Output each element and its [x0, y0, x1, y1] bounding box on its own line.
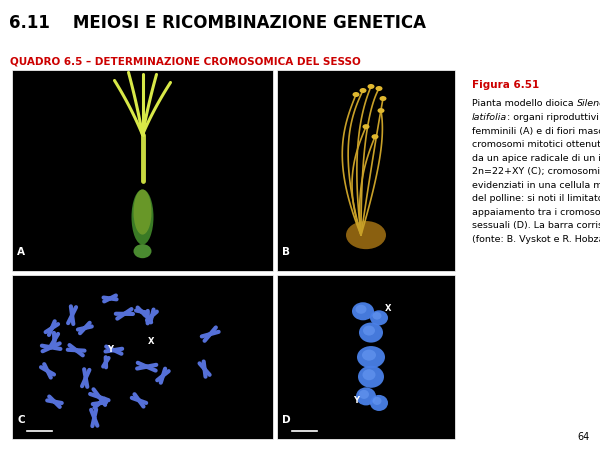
Ellipse shape — [370, 310, 388, 325]
Bar — [277, 70, 455, 271]
Text: da un apice radicale di un individuo: da un apice radicale di un individuo — [472, 153, 600, 162]
Text: Y: Y — [353, 396, 359, 405]
Ellipse shape — [363, 325, 375, 336]
Bar — [277, 275, 455, 439]
Text: 2n=22+XY (C); cromosomi meiotici: 2n=22+XY (C); cromosomi meiotici — [472, 167, 600, 176]
Text: Figura 6.51: Figura 6.51 — [472, 81, 539, 90]
Ellipse shape — [358, 366, 384, 388]
Text: QUADRO 6.5 – DETERMINAZIONE CROMOSOMICA DEL SESSO: QUADRO 6.5 – DETERMINAZIONE CROMOSOMICA … — [10, 56, 361, 66]
Text: 64: 64 — [578, 432, 590, 442]
Text: latifolia: latifolia — [472, 113, 507, 122]
Ellipse shape — [355, 305, 367, 314]
Ellipse shape — [362, 350, 376, 360]
Ellipse shape — [346, 221, 386, 249]
Ellipse shape — [352, 302, 374, 320]
Ellipse shape — [353, 92, 359, 97]
Ellipse shape — [373, 397, 382, 405]
Text: (fonte: B. Vyskot e R. Hobza, 2004).: (fonte: B. Vyskot e R. Hobza, 2004). — [472, 235, 600, 244]
Text: A: A — [17, 247, 25, 257]
Text: evidenziati in una cellula madre: evidenziati in una cellula madre — [472, 181, 600, 190]
Ellipse shape — [133, 189, 151, 234]
Text: Y: Y — [107, 345, 113, 354]
Text: cromosomi mitotici ottenuti: cromosomi mitotici ottenuti — [472, 140, 600, 149]
Ellipse shape — [131, 189, 154, 245]
Ellipse shape — [357, 346, 385, 368]
Text: femminili (A) e di fiori maschili (B);: femminili (A) e di fiori maschili (B); — [472, 126, 600, 135]
Text: del polline: si noti il limitato: del polline: si noti il limitato — [472, 194, 600, 203]
Ellipse shape — [359, 88, 367, 93]
Text: X: X — [148, 337, 154, 346]
Text: : organi riproduttivi di fiori: : organi riproduttivi di fiori — [507, 113, 600, 122]
Bar — [12, 70, 273, 271]
Ellipse shape — [376, 86, 383, 91]
Text: Pianta modello dioica: Pianta modello dioica — [472, 99, 577, 108]
Ellipse shape — [370, 395, 388, 411]
Ellipse shape — [359, 323, 383, 342]
Ellipse shape — [371, 134, 379, 139]
Text: sessuali (D). La barra corrisponde a 10 μm: sessuali (D). La barra corrisponde a 10 … — [472, 221, 600, 230]
Ellipse shape — [359, 390, 369, 399]
Ellipse shape — [362, 124, 370, 129]
Text: C: C — [17, 415, 25, 425]
Text: X: X — [385, 304, 392, 313]
Text: D: D — [282, 415, 290, 425]
Text: Silene: Silene — [577, 99, 600, 108]
Ellipse shape — [133, 244, 151, 258]
Text: B: B — [282, 247, 290, 257]
Ellipse shape — [356, 387, 376, 405]
Ellipse shape — [380, 96, 386, 101]
Bar — [12, 275, 273, 439]
Ellipse shape — [377, 108, 385, 113]
Text: appaiamento tra i cromosomi: appaiamento tra i cromosomi — [472, 208, 600, 217]
Ellipse shape — [362, 369, 376, 380]
Ellipse shape — [367, 84, 374, 89]
Ellipse shape — [373, 312, 382, 320]
Text: 6.11    MEIOSI E RICOMBINAZIONE GENETICA: 6.11 MEIOSI E RICOMBINAZIONE GENETICA — [9, 14, 426, 32]
